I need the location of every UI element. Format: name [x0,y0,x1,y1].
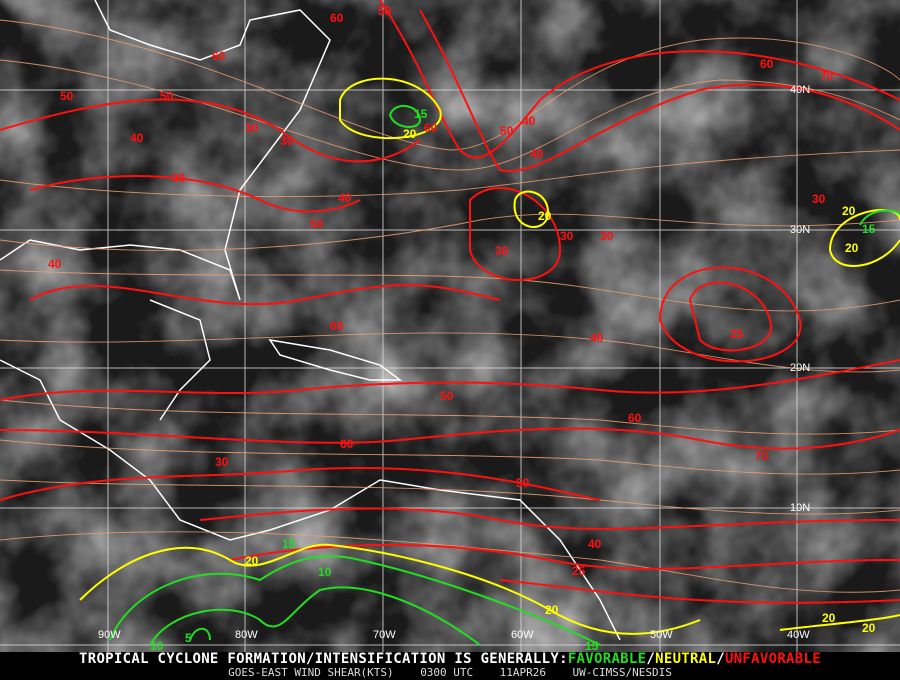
latitude-labels: 40N 30N 20N 10N [790,84,810,514]
contour-label: 60 [760,57,774,71]
product-info: GOES-EAST WIND SHEAR(KTS) 0300 UTC 11APR… [0,667,900,679]
contour-label: 50 [160,89,174,103]
contour-label: 60 [424,121,438,135]
contour-label: 20 [245,554,259,568]
product-time: 0300 UTC [420,666,474,679]
contour-label: 20 [862,621,876,635]
legend-separator: / [716,651,725,667]
legend-separator: / [646,651,656,667]
contour-label: 30 [280,134,294,148]
contour-label: 10 [150,639,164,653]
contour-label: 20 [842,204,856,218]
contour-label: 15 [414,107,428,121]
product-date: 11APR26 [499,666,547,679]
product-name: GOES-EAST WIND SHEAR(KTS) [228,666,394,679]
lon-label: 60W [511,629,534,641]
contour-label: 20 [538,209,552,223]
product-source: UW-CIMSS/NESDIS [572,666,672,679]
lat-lon-grid [0,0,900,652]
lat-label: 40N [790,84,810,96]
contour-label: 60 [628,411,642,425]
contour-label: 50 [378,4,392,18]
lat-label: 20N [790,362,810,374]
contour-label: 70 [820,69,834,83]
contour-label: 15 [282,537,296,551]
contour-label: 40 [130,131,144,145]
contour-label: 30 [172,171,186,185]
contour-label: 40 [522,114,536,128]
contour-label: 40 [48,257,62,271]
contour-label: 50 [310,217,324,231]
contour-label: 30 [495,244,509,258]
lat-label: 30N [790,224,810,236]
neutral-contours [79,77,900,635]
contour-label: 30 [812,192,826,206]
cloud-imagery [0,0,900,652]
legend-title: TROPICAL CYCLONE FORMATION/INTENSIFICATI… [79,651,568,667]
contour-label: 20 [845,241,859,255]
lon-label: 40W [787,629,810,641]
contour-label: 25 [572,564,586,578]
contour-label: 40 [530,147,544,161]
contour-label: 60 [330,319,344,333]
contour-label: 50 [516,476,530,490]
longitude-labels: 90W 80W 70W 60W 50W 40W [98,629,810,641]
footer-legend: TROPICAL CYCLONE FORMATION/INTENSIFICATI… [0,652,900,680]
contour-label: 20 [822,611,836,625]
legend-unfavorable: UNFAVORABLE [724,651,821,667]
contour-label: 30 [215,455,229,469]
contour-label: 50 [60,89,74,103]
contour-label: 20 [545,603,559,617]
lon-label: 90W [98,629,121,641]
contour-label: 40 [590,331,604,345]
favorable-contours [109,105,900,646]
contour-label: 60 [340,437,354,451]
lat-label: 10N [790,502,810,514]
contour-label: 15 [585,639,599,653]
lon-label: 80W [235,629,258,641]
contour-label: 40 [338,191,352,205]
lon-label: 70W [373,629,396,641]
unfavorable-contours [0,0,900,604]
contour-label: 60 [212,49,226,63]
contour-label: 70 [755,449,769,463]
contour-label: 25 [730,327,744,341]
legend-neutral: NEUTRAL [655,651,717,667]
contour-label: 15 [862,222,876,236]
contour-label: 5 [185,631,192,645]
legend-favorable: FAVORABLE [567,651,647,667]
contour-label: 50 [500,124,514,138]
contour-label: 30 [245,121,259,135]
contour-label: 10 [318,565,332,579]
contour-label: 20 [403,127,417,141]
contour-label: 40 [588,537,602,551]
lon-label: 50W [650,629,673,641]
contour-label: 30 [560,229,574,243]
contour-label: 60 [330,11,344,25]
streamlines [0,19,900,593]
contour-label: 30 [600,229,614,243]
legend-line: TROPICAL CYCLONE FORMATION/INTENSIFICATI… [0,652,900,667]
contour-label: 50 [440,389,454,403]
